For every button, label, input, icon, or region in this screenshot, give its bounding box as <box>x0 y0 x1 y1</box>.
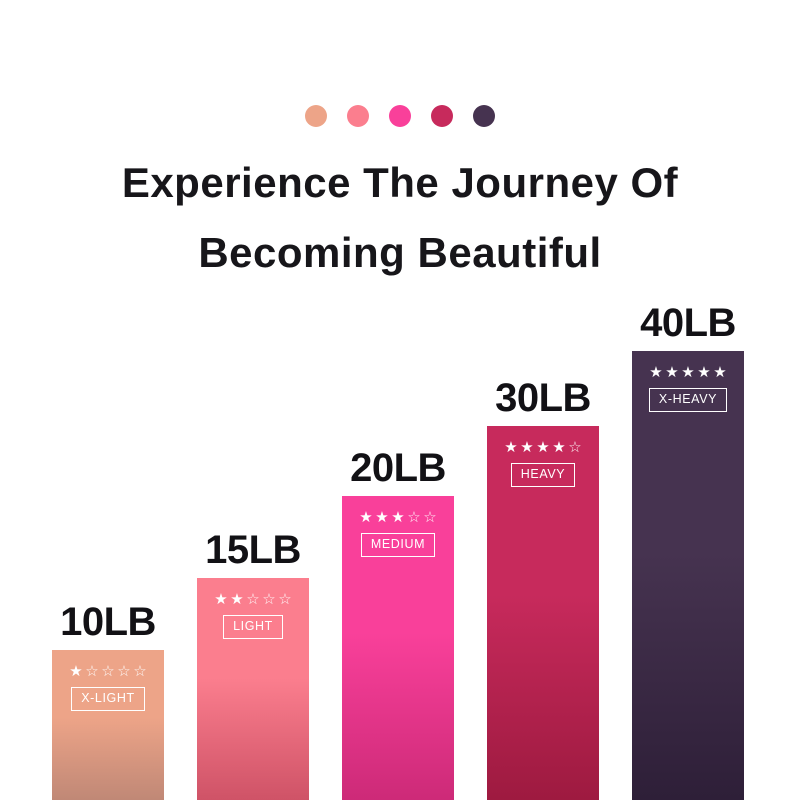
bar-20lb[interactable]: ★ ★ ★ ☆ ☆ MEDIUM <box>342 496 454 800</box>
star-filled-icon: ★ <box>391 509 405 526</box>
star-filled-icon: ★ <box>665 364 679 381</box>
star-filled-icon: ★ <box>359 509 373 526</box>
star-empty-icon: ☆ <box>85 663 99 680</box>
star-empty-icon: ☆ <box>117 663 131 680</box>
star-filled-icon: ★ <box>230 591 244 608</box>
bar-group-20lb[interactable]: 20LB ★ ★ ★ ☆ ☆ MEDIUM <box>342 436 454 800</box>
tier-badge-light: LIGHT <box>223 615 283 639</box>
star-rating-40lb: ★ ★ ★ ★ ★ <box>649 365 728 381</box>
bar-group-40lb[interactable]: 40LB ★ ★ ★ ★ ★ X-HEAVY <box>632 291 744 800</box>
tier-badge-x-heavy: X-HEAVY <box>648 388 728 412</box>
star-filled-icon: ★ <box>649 364 663 381</box>
dot-x-heavy-icon <box>473 105 495 127</box>
tier-badge-medium: MEDIUM <box>360 533 436 557</box>
star-filled-icon: ★ <box>536 439 550 456</box>
star-empty-icon: ☆ <box>133 663 147 680</box>
bar-content-40lb: ★ ★ ★ ★ ★ X-HEAVY <box>632 365 744 412</box>
star-rating-20lb: ★ ★ ★ ☆ ☆ <box>359 510 438 526</box>
bar-group-15lb[interactable]: 15LB ★ ★ ☆ ☆ ☆ LIGHT <box>197 518 309 800</box>
bar-group-30lb[interactable]: 30LB ★ ★ ★ ★ ☆ HEAVY <box>487 366 599 800</box>
bar-group-10lb[interactable]: 10LB ★ ☆ ☆ ☆ ☆ X-LIGHT <box>52 590 164 800</box>
star-filled-icon: ★ <box>681 364 695 381</box>
bar-10lb[interactable]: ★ ☆ ☆ ☆ ☆ X-LIGHT <box>52 650 164 800</box>
bar-weight-label-15lb: 15LB <box>205 528 301 572</box>
star-rating-15lb: ★ ★ ☆ ☆ ☆ <box>214 592 293 608</box>
star-filled-icon: ★ <box>375 509 389 526</box>
star-rating-30lb: ★ ★ ★ ★ ☆ <box>504 440 583 456</box>
bar-15lb[interactable]: ★ ★ ☆ ☆ ☆ LIGHT <box>197 578 309 800</box>
page-title-line-2: Becoming Beautiful <box>198 229 602 276</box>
bar-content-10lb: ★ ☆ ☆ ☆ ☆ X-LIGHT <box>52 664 164 711</box>
dot-x-light-icon <box>305 105 327 127</box>
bar-weight-label-20lb: 20LB <box>350 446 446 490</box>
star-filled-icon: ★ <box>520 439 534 456</box>
dot-light-icon <box>347 105 369 127</box>
star-filled-icon: ★ <box>552 439 566 456</box>
star-filled-icon: ★ <box>504 439 518 456</box>
tier-badge-heavy: HEAVY <box>510 463 576 487</box>
dot-medium-icon <box>389 105 411 127</box>
bar-content-30lb: ★ ★ ★ ★ ☆ HEAVY <box>487 440 599 487</box>
bar-content-15lb: ★ ★ ☆ ☆ ☆ LIGHT <box>197 592 309 639</box>
color-dot-row <box>0 105 800 127</box>
page-title: Experience The Journey Of Becoming Beaut… <box>0 148 800 288</box>
bar-30lb[interactable]: ★ ★ ★ ★ ☆ HEAVY <box>487 426 599 800</box>
dot-heavy-icon <box>431 105 453 127</box>
star-filled-icon: ★ <box>697 364 711 381</box>
star-empty-icon: ☆ <box>101 663 115 680</box>
star-empty-icon: ☆ <box>407 509 421 526</box>
star-filled-icon: ★ <box>69 663 83 680</box>
star-filled-icon: ★ <box>713 364 727 381</box>
page-title-line-1: Experience The Journey Of <box>121 159 679 206</box>
star-empty-icon: ☆ <box>568 439 582 456</box>
star-empty-icon: ☆ <box>262 591 276 608</box>
bar-weight-label-10lb: 10LB <box>60 600 156 644</box>
bar-weight-label-30lb: 30LB <box>495 376 591 420</box>
bar-weight-label-40lb: 40LB <box>640 301 736 345</box>
tier-badge-x-light: X-LIGHT <box>71 687 145 711</box>
bar-content-20lb: ★ ★ ★ ☆ ☆ MEDIUM <box>342 510 454 557</box>
star-empty-icon: ☆ <box>278 591 292 608</box>
bar-40lb[interactable]: ★ ★ ★ ★ ★ X-HEAVY <box>632 351 744 800</box>
star-filled-icon: ★ <box>214 591 228 608</box>
star-empty-icon: ☆ <box>246 591 260 608</box>
star-empty-icon: ☆ <box>423 509 437 526</box>
star-rating-10lb: ★ ☆ ☆ ☆ ☆ <box>69 664 148 680</box>
